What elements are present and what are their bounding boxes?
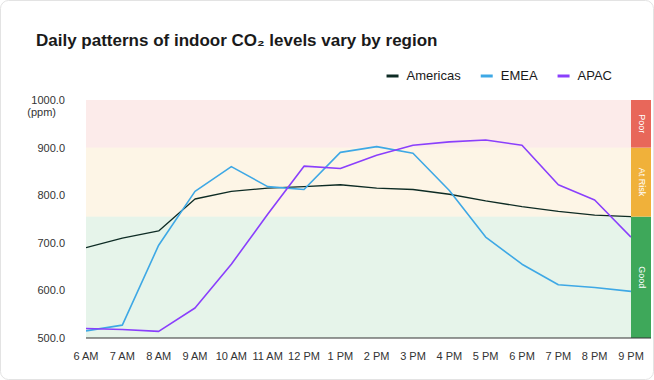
legend-label: APAC bbox=[578, 68, 612, 83]
x-tick-label: 8 AM bbox=[146, 350, 171, 362]
band-strip bbox=[631, 148, 651, 217]
band-label: At Risk bbox=[637, 168, 647, 197]
x-axis-line bbox=[86, 337, 651, 338]
x-tick-label: 1 PM bbox=[327, 350, 353, 362]
y-tick-label: 900.0 bbox=[37, 142, 65, 154]
x-tick-label: 9 AM bbox=[182, 350, 207, 362]
band bbox=[86, 100, 631, 148]
x-tick-label: 8 PM bbox=[582, 350, 608, 362]
band-strip bbox=[631, 217, 651, 338]
band-label: Good bbox=[637, 266, 647, 288]
band-label: Poor bbox=[637, 114, 647, 133]
series-line bbox=[86, 185, 631, 248]
x-tick-label: 4 PM bbox=[436, 350, 462, 362]
x-tick-label: 7 AM bbox=[110, 350, 135, 362]
x-tick-label: 12 PM bbox=[288, 350, 320, 362]
legend-label: EMEA bbox=[501, 68, 538, 83]
x-tick-label: 7 PM bbox=[545, 350, 571, 362]
series-group bbox=[86, 140, 631, 331]
x-tick-label: 3 PM bbox=[400, 350, 426, 362]
x-tick-label: 2 PM bbox=[364, 350, 390, 362]
y-tick-label: 700.0 bbox=[37, 237, 65, 249]
series-line bbox=[86, 140, 631, 331]
y-tick-label: 800.0 bbox=[37, 189, 65, 201]
card bbox=[1, 1, 654, 380]
band bbox=[86, 148, 631, 217]
legend-label: Americas bbox=[407, 68, 462, 83]
x-tick-label: 5 PM bbox=[473, 350, 499, 362]
x-tick-label: 11 AM bbox=[252, 350, 282, 362]
x-tick-label: 6 AM bbox=[73, 350, 98, 362]
y-tick-label: 600.0 bbox=[37, 284, 65, 296]
y-tick-label: 500.0 bbox=[37, 332, 65, 344]
chart: Daily patterns of indoor CO₂ levels vary… bbox=[0, 0, 654, 380]
y-tick-label: 1000.0 bbox=[31, 94, 65, 106]
y-axis-label: (ppm) bbox=[27, 106, 56, 118]
legend-key bbox=[558, 75, 570, 78]
band bbox=[86, 217, 631, 338]
x-tick-label: 9 PM bbox=[618, 350, 644, 362]
legend-key bbox=[481, 75, 493, 78]
title: Daily patterns of indoor CO₂ levels vary… bbox=[36, 31, 438, 50]
band-strip bbox=[631, 100, 651, 148]
legend-key bbox=[387, 75, 399, 78]
x-tick-label: 10 AM bbox=[216, 350, 247, 362]
x-tick-label: 6 PM bbox=[509, 350, 535, 362]
